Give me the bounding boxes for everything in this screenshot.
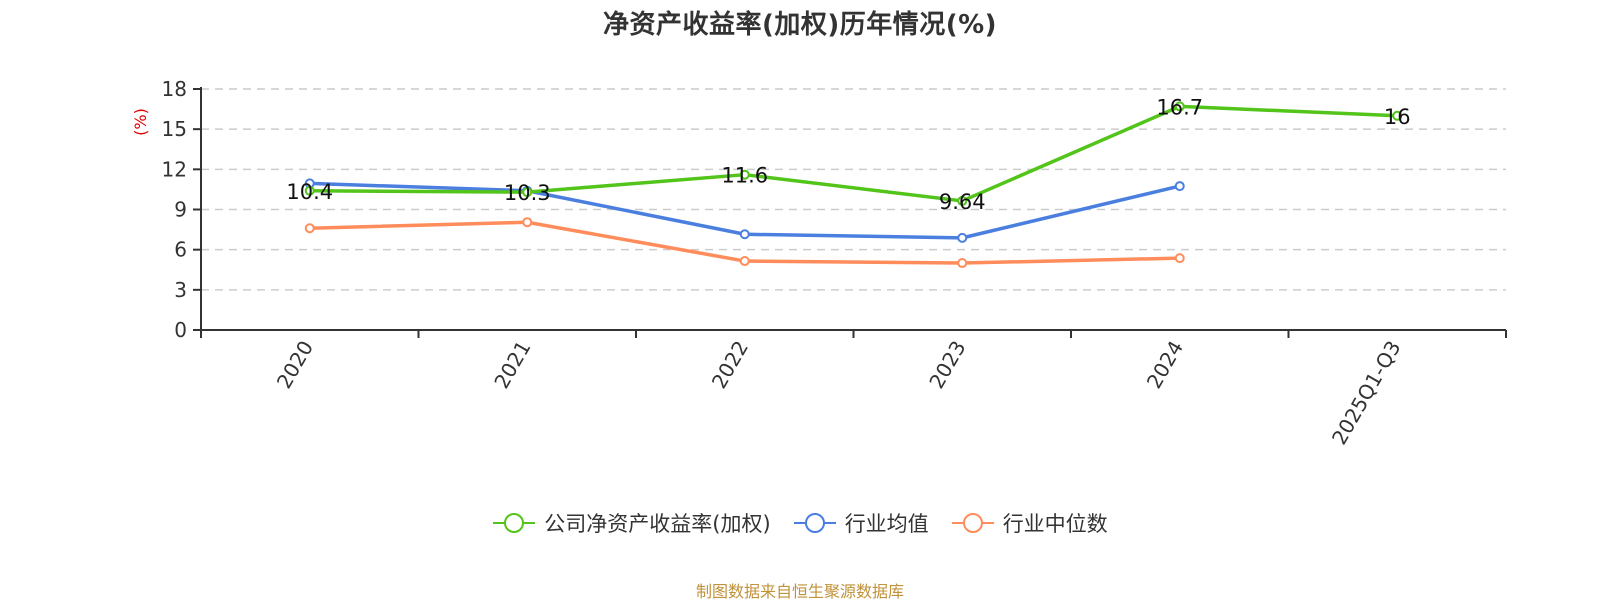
data-point-marker[interactable] — [1392, 110, 1403, 121]
y-tick-label: 3 — [174, 278, 187, 302]
x-tick-label: 2020 — [272, 337, 318, 393]
data-point-marker[interactable] — [1174, 101, 1185, 112]
line-chart: 0 3 6 9 12 15 18 (%) 2020 2021 2022 2023 2024 2025Q1-… — [131, 77, 1507, 449]
data-label: 10.3 — [504, 181, 551, 205]
y-tick-label: 9 — [174, 198, 187, 222]
data-point-marker[interactable] — [1174, 253, 1185, 264]
legend-line-circle-icon — [493, 513, 536, 533]
legend-line-circle-icon — [951, 513, 994, 533]
data-point-marker[interactable] — [304, 223, 315, 234]
legend-item-company-roe[interactable]: 公司净资产收益率(加权) — [492, 508, 771, 538]
data-label: 16 — [1384, 105, 1411, 129]
x-tick-label: 2025Q1-Q3 — [1327, 337, 1406, 449]
data-point-marker[interactable] — [957, 258, 968, 269]
data-point-marker[interactable] — [957, 195, 968, 206]
legend-item-industry-median[interactable]: 行业中位数 — [951, 508, 1108, 538]
y-tick-label: 18 — [162, 77, 187, 101]
data-point-marker[interactable] — [1174, 181, 1185, 192]
legend: 公司净资产收益率(加权) 行业均值 行业中位数 — [0, 508, 1600, 538]
data-label: 10.4 — [286, 180, 333, 204]
y-tick-label: 15 — [162, 117, 187, 141]
data-label: 11.6 — [721, 164, 768, 188]
data-point-marker[interactable] — [957, 232, 968, 243]
data-point-marker[interactable] — [739, 169, 750, 180]
data-label: 16.7 — [1156, 95, 1203, 119]
legend-label: 公司净资产收益率(加权) — [544, 512, 771, 536]
x-tick-label: 2024 — [1142, 337, 1188, 393]
legend-label: 行业中位数 — [1002, 512, 1108, 536]
y-tick-label: 12 — [162, 157, 187, 181]
data-point-marker[interactable] — [304, 185, 315, 196]
legend-item-industry-average[interactable]: 行业均值 — [793, 508, 929, 538]
y-tick-label: 6 — [174, 238, 187, 262]
data-source-note: 制图数据来自恒生聚源数据库 — [695, 582, 904, 601]
x-tick-label: 2021 — [489, 337, 535, 393]
y-axis-unit-label: (%) — [131, 108, 150, 136]
data-point-marker[interactable] — [522, 187, 533, 198]
series-line — [309, 104, 1398, 203]
legend-line-circle-icon — [793, 513, 836, 533]
legend-label: 行业均值 — [844, 512, 929, 536]
x-tick-label: 2022 — [707, 337, 753, 393]
y-tick-label: 0 — [174, 318, 187, 342]
data-point-marker[interactable] — [739, 229, 750, 240]
chart-title: 净资产收益率(加权)历年情况(%) — [602, 10, 998, 40]
x-tick-label: 2023 — [924, 337, 970, 393]
data-label: 9.64 — [939, 190, 986, 214]
data-point-marker[interactable] — [739, 256, 750, 267]
data-point-marker[interactable] — [522, 217, 533, 228]
